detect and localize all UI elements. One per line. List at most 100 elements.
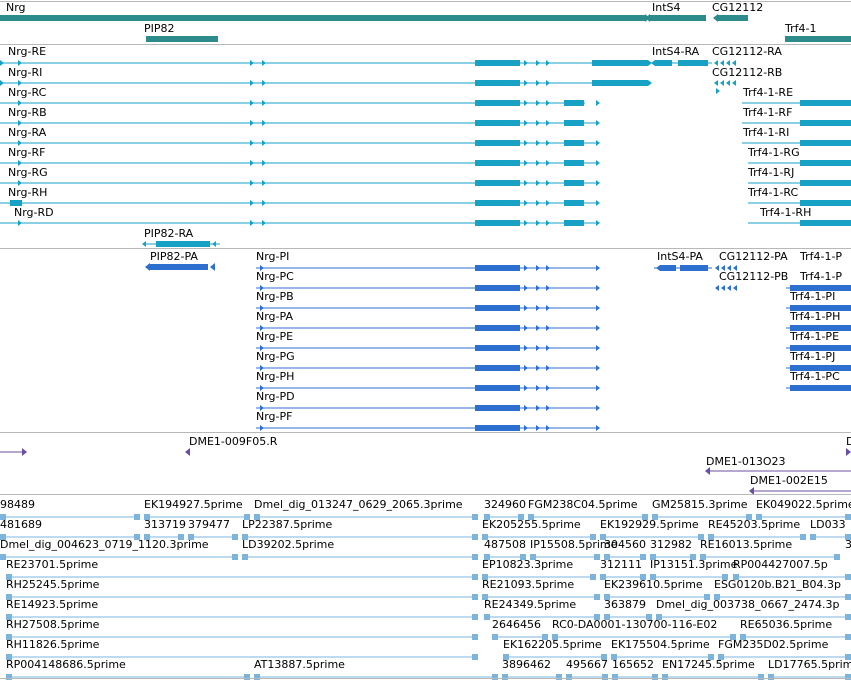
est-label[interactable]: EK175504.5prime: [611, 638, 710, 651]
est-label[interactable]: EK239610.5prime: [604, 578, 703, 591]
est-label[interactable]: RC0-DA0001-130700-116-E02: [552, 618, 718, 631]
est-label[interactable]: 3: [845, 538, 851, 551]
est-label[interactable]: IP15508.5prime: [530, 538, 618, 551]
clone-label[interactable]: DME1-013O23: [706, 455, 786, 468]
est-label[interactable]: LD17765.5prime: [768, 658, 851, 671]
est-label[interactable]: Dmel_dig_013247_0629_2065.3prime: [254, 498, 463, 511]
est-label[interactable]: 313719: [144, 518, 186, 531]
est-label[interactable]: 481689: [0, 518, 42, 531]
protein-label[interactable]: Nrg-PB: [256, 290, 294, 303]
est-label[interactable]: Dmel_dig_003738_0667_2474.3p: [656, 598, 840, 611]
est-label[interactable]: RP004148686.5prime: [6, 658, 126, 671]
est-label[interactable]: FGM238C04.5prime: [528, 498, 638, 511]
est-label[interactable]: EK162205.5prime: [503, 638, 602, 651]
est-label[interactable]: EK192929.5prime: [600, 518, 699, 531]
est-label[interactable]: RE23701.5prime: [6, 558, 99, 571]
transcript-label[interactable]: Trf4-1-RJ: [748, 166, 795, 179]
est-label[interactable]: 2646456: [492, 618, 541, 631]
transcript-label[interactable]: Trf4-1-RF: [743, 106, 793, 119]
transcript-label[interactable]: Trf4-1-RC: [748, 186, 799, 199]
est-label[interactable]: EN17245.5prime: [662, 658, 755, 671]
est-label[interactable]: 487508: [484, 538, 526, 551]
protein-label[interactable]: Nrg-PE: [256, 330, 294, 343]
est-label[interactable]: 324960: [484, 498, 526, 511]
protein-label[interactable]: Trf4-1-PH: [790, 310, 841, 323]
est-label[interactable]: EK194927.5prime: [144, 498, 243, 511]
protein-label[interactable]: CG12112-PA: [719, 250, 788, 263]
transcript-label[interactable]: Trf4-1-RE: [743, 86, 794, 99]
est-label[interactable]: IP13151.3prime: [650, 558, 738, 571]
transcript-label[interactable]: Nrg-RC: [8, 86, 47, 99]
clone-label[interactable]: DME1-002E15: [750, 474, 828, 487]
est-label[interactable]: LP22387.5prime: [242, 518, 333, 531]
protein-label[interactable]: Nrg-PD: [256, 390, 295, 403]
protein-label[interactable]: Nrg-PI: [256, 250, 290, 263]
est-label[interactable]: 165652: [612, 658, 654, 671]
est-label[interactable]: RE16013.5prime: [700, 538, 793, 551]
est-label[interactable]: EK205255.5prime: [482, 518, 581, 531]
transcript-label[interactable]: CG12112-RA: [712, 45, 782, 58]
est-label[interactable]: Dmel_dig_004623_0719_1120.3prime: [0, 538, 209, 551]
protein-label[interactable]: PIP82-PA: [150, 250, 198, 263]
protein-label[interactable]: Nrg-PA: [256, 310, 293, 323]
protein-label[interactable]: Nrg-PH: [256, 370, 295, 383]
transcript-label[interactable]: PIP82-RA: [144, 227, 194, 240]
est-label[interactable]: 3896462: [502, 658, 551, 671]
gene-label[interactable]: Trf4-1: [785, 22, 817, 35]
protein-label[interactable]: CG12112-PB: [719, 270, 789, 283]
gene-label[interactable]: Nrg: [6, 1, 26, 14]
transcript-label[interactable]: Nrg-RD: [14, 206, 54, 219]
est-label[interactable]: FGM235D02.5prime: [718, 638, 829, 651]
est-label[interactable]: RH25245.5prime: [6, 578, 100, 591]
est-label[interactable]: GM25815.3prime: [652, 498, 748, 511]
transcript-label[interactable]: Nrg-RI: [8, 66, 43, 79]
est-label[interactable]: 312982: [650, 538, 692, 551]
protein-label[interactable]: Trf4-1-PC: [790, 370, 840, 383]
protein-label[interactable]: Trf4-1-P: [800, 250, 843, 263]
est-label[interactable]: 379477: [188, 518, 230, 531]
transcript-label[interactable]: Nrg-RB: [8, 106, 47, 119]
protein-label[interactable]: Nrg-PF: [256, 410, 293, 423]
gene-label[interactable]: PIP82: [144, 22, 175, 35]
gene-label[interactable]: IntS4: [652, 1, 681, 14]
protein-label[interactable]: Trf4-1-PI: [790, 290, 836, 303]
est-label[interactable]: 304560: [604, 538, 646, 551]
est-label[interactable]: EP10823.3prime: [482, 558, 574, 571]
transcript-label[interactable]: Nrg-RE: [8, 45, 47, 58]
est-label[interactable]: AT13887.5prime: [254, 658, 345, 671]
transcript-label[interactable]: Trf4-1-RH: [760, 206, 812, 219]
est-label[interactable]: RH11826.5prime: [6, 638, 100, 651]
est-label[interactable]: 363879: [604, 598, 646, 611]
est-label[interactable]: LD39202.5prime: [242, 538, 335, 551]
protein-label[interactable]: Trf4-1-P: [800, 270, 843, 283]
protein-label[interactable]: Trf4-1-PJ: [790, 350, 836, 363]
transcript-label[interactable]: CG12112-RB: [712, 66, 783, 79]
transcript-label[interactable]: Nrg-RA: [8, 126, 47, 139]
est-label[interactable]: 495667: [566, 658, 608, 671]
est-label[interactable]: 312111: [600, 558, 642, 571]
protein-label[interactable]: Nrg-PC: [256, 270, 294, 283]
clone-label[interactable]: D: [846, 435, 851, 448]
est-label[interactable]: RE45203.5prime: [708, 518, 801, 531]
est-label[interactable]: LD033: [810, 518, 846, 531]
transcript-label[interactable]: IntS4-RA: [652, 45, 700, 58]
protein-label[interactable]: Nrg-PG: [256, 350, 295, 363]
est-label[interactable]: RE14923.5prime: [6, 598, 99, 611]
transcript-label[interactable]: Trf4-1-RI: [743, 126, 790, 139]
protein-label[interactable]: IntS4-PA: [657, 250, 703, 263]
clone-label[interactable]: DME1-009F05.R: [189, 435, 278, 448]
est-label[interactable]: RP004427007.5p: [733, 558, 828, 571]
transcript-label[interactable]: Trf4-1-RG: [748, 146, 800, 159]
est-label[interactable]: ESG0120b.B21_B04.3p: [714, 578, 841, 591]
transcript-label[interactable]: Nrg-RG: [8, 166, 48, 179]
gene-label[interactable]: CG12112: [712, 1, 764, 14]
transcript-label[interactable]: Nrg-RH: [8, 186, 48, 199]
est-label[interactable]: RE65036.5prime: [740, 618, 833, 631]
est-label[interactable]: EK049022.5prime: [756, 498, 851, 511]
est-label[interactable]: RE21093.5prime: [482, 578, 575, 591]
est-label[interactable]: RH27508.5prime: [6, 618, 100, 631]
transcript-label[interactable]: Nrg-RF: [8, 146, 46, 159]
protein-label[interactable]: Trf4-1-PE: [790, 330, 840, 343]
est-label[interactable]: 98489: [0, 498, 35, 511]
est-label[interactable]: RE24349.5prime: [484, 598, 577, 611]
